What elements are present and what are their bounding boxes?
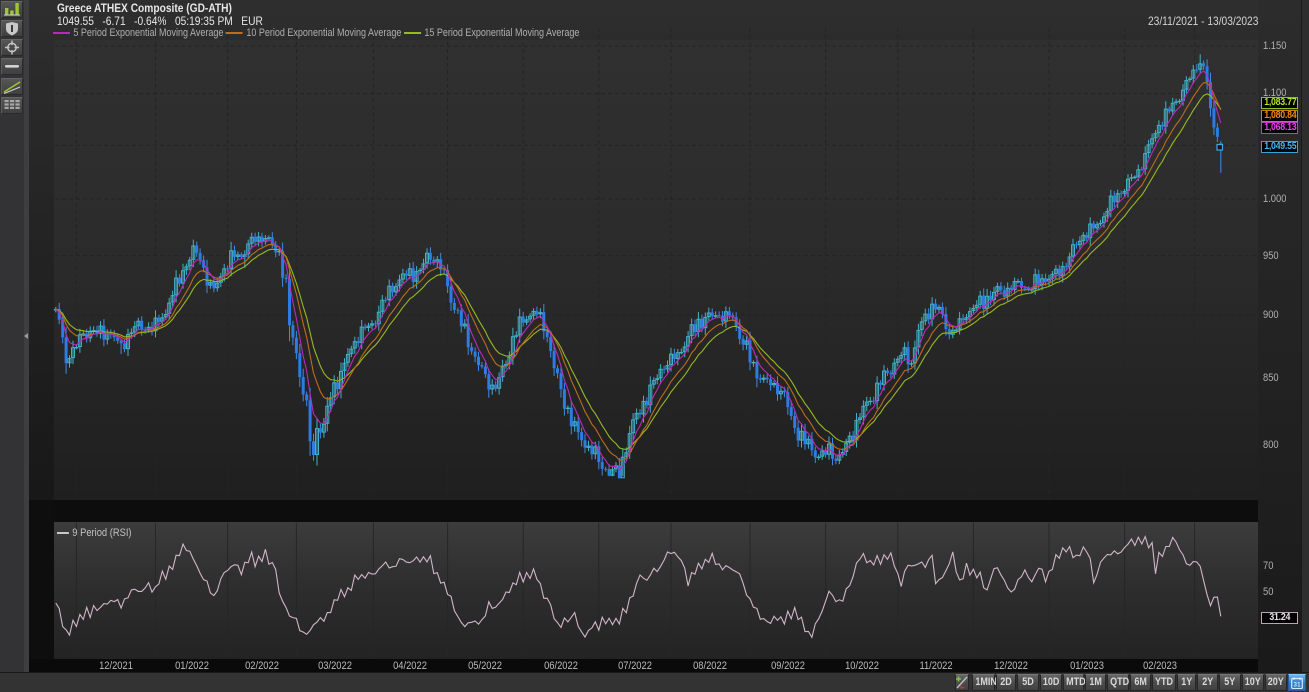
svg-text:31: 31 — [1293, 681, 1301, 688]
